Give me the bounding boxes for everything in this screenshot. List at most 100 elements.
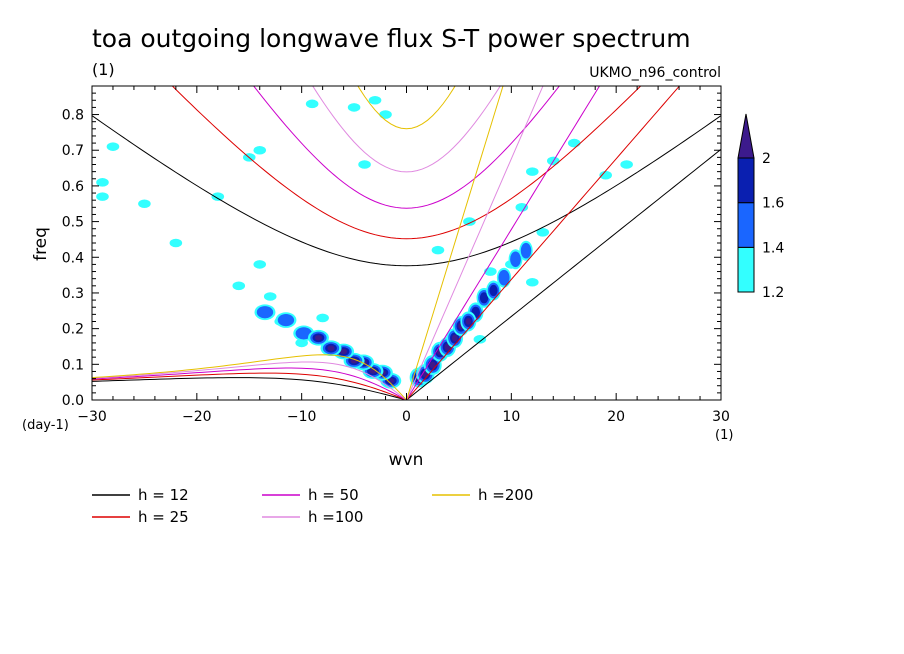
heat-blob <box>340 348 348 355</box>
y-tick-label: 0.6 <box>62 179 84 195</box>
rossby-curve-h50 <box>92 367 407 400</box>
chart-title: toa outgoing longwave flux S-T power spe… <box>92 24 691 53</box>
gravity-curve-h100 <box>312 86 501 173</box>
y-axis-label: freq <box>31 227 51 261</box>
colorbar-label: 1.6 <box>762 196 784 212</box>
x-tick-label: −10 <box>287 409 317 425</box>
x-axis-label: wvn <box>389 450 424 470</box>
heat-blob <box>169 238 183 248</box>
heat-blob <box>256 306 274 319</box>
dispersion-curves <box>92 86 721 400</box>
heat-blob <box>106 142 120 151</box>
heat-blob <box>368 95 382 105</box>
y-tick-label: 0.8 <box>62 108 84 124</box>
x-tick-label: 20 <box>607 409 625 425</box>
x-axis: −30 −20 −10 0 10 20 30 <box>77 86 730 425</box>
heat-blob <box>253 260 267 269</box>
legend-label: h = 25 <box>138 508 189 526</box>
x-tick-label: 10 <box>502 409 520 425</box>
legend: h = 12 h = 25 h = 50 h =100 h =200 <box>92 486 533 526</box>
heat-blob <box>473 335 487 344</box>
heat-blob <box>444 343 451 351</box>
heat-blob <box>510 251 521 268</box>
heat-blob <box>347 103 361 112</box>
heat-blob <box>489 284 498 297</box>
heat-blob <box>316 313 329 323</box>
rossby-curve-h25 <box>92 372 407 400</box>
kelvin-curve-h50 <box>406 86 601 400</box>
heat-blob <box>96 192 109 201</box>
rossby-curve-h200 <box>92 354 407 400</box>
heat-blob <box>479 292 489 304</box>
heat-blob <box>520 242 532 259</box>
heat-blob <box>526 167 539 176</box>
heat-blob <box>358 160 371 169</box>
heat-blob <box>96 178 109 187</box>
kelvin-curve-h25 <box>406 86 681 400</box>
rossby-curve-h12 <box>92 377 407 400</box>
heat-blob <box>465 317 472 325</box>
heat-blob <box>526 277 539 287</box>
colorbar-segment <box>737 202 755 248</box>
x-tick-label: 0 <box>402 409 411 425</box>
colorbar: 1.2 1.4 1.6 2 <box>737 113 784 301</box>
heat-blob <box>620 160 633 169</box>
legend-label: h = 12 <box>138 486 189 504</box>
heat-blob <box>314 335 323 341</box>
heat-blob <box>232 281 246 291</box>
heat-blob <box>295 327 312 340</box>
gravity-curve-h25 <box>171 86 642 240</box>
heat-blob <box>327 345 335 351</box>
colorbar-label: 2 <box>762 151 771 167</box>
heat-blob <box>431 245 445 255</box>
colorbar-segment <box>737 246 755 293</box>
chart-title-units: (1) <box>92 60 115 79</box>
heat-blob <box>379 110 392 119</box>
heat-blob <box>263 292 277 301</box>
heat-blob <box>277 313 295 327</box>
colorbar-label: 1.2 <box>762 285 784 301</box>
colorbar-arrow <box>737 113 755 159</box>
y-tick-label: 0.0 <box>62 393 84 409</box>
plot-frame <box>91 85 722 401</box>
heat-blob <box>498 269 510 286</box>
heat-blob <box>305 99 319 109</box>
kelvin-curve-h12 <box>406 148 721 400</box>
heat-blob <box>515 203 529 212</box>
gravity-curve-h50 <box>253 86 560 209</box>
heat-blob <box>451 334 458 342</box>
colorbar-segment <box>737 157 755 204</box>
y-tick-label: 0.7 <box>62 143 84 159</box>
heat-blob <box>253 145 267 155</box>
gravity-curve-h12 <box>92 115 721 267</box>
heatmap-regions <box>96 95 633 389</box>
x-tick-label: 30 <box>712 409 730 425</box>
y-axis-units: (day-1) <box>22 418 69 433</box>
kelvin-curve-h100 <box>406 86 544 400</box>
colorbar-label: 1.4 <box>762 240 784 256</box>
legend-label: h =100 <box>308 508 363 526</box>
heat-blob <box>599 170 612 180</box>
y-tick-label: 0.2 <box>62 322 84 338</box>
heat-blob <box>536 228 550 237</box>
chart-subtitle: UKMO_n96_control <box>589 65 721 81</box>
y-axis: 0.0 0.1 0.2 0.3 0.4 0.5 0.6 0.7 0.8 <box>62 85 721 409</box>
x-tick-label: −20 <box>182 409 212 425</box>
legend-label: h = 50 <box>308 486 359 504</box>
rossby-curve-h100 <box>92 361 407 400</box>
y-tick-label: 0.3 <box>62 286 84 302</box>
x-tick-label: −30 <box>77 409 107 425</box>
gravity-curve-h200 <box>357 86 456 130</box>
legend-label: h =200 <box>478 486 533 504</box>
heat-blob <box>429 361 436 369</box>
kelvin-curve-h200 <box>406 86 504 400</box>
y-tick-label: 0.1 <box>62 357 84 373</box>
heat-blob <box>138 199 151 209</box>
x-axis-units: (1) <box>715 428 733 443</box>
heat-blob <box>211 192 225 201</box>
heat-blob <box>463 217 476 226</box>
y-tick-label: 0.5 <box>62 215 84 231</box>
heat-blob <box>567 138 581 148</box>
y-tick-label: 0.4 <box>62 250 84 266</box>
